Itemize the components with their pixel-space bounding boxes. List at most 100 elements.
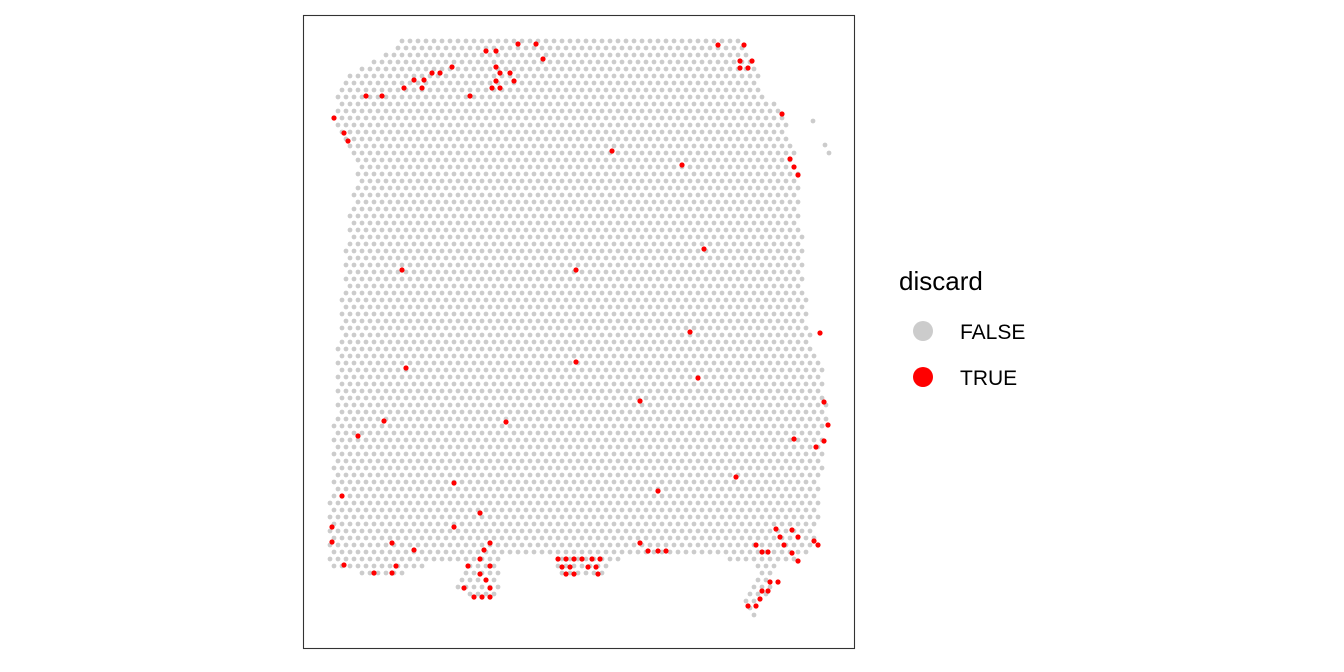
spot-false — [343, 472, 349, 478]
spot-false — [367, 458, 373, 464]
spot-false — [395, 423, 401, 429]
spot-false — [759, 430, 765, 436]
spot-false — [795, 213, 801, 219]
spot-false — [367, 164, 373, 170]
spot-false — [511, 402, 517, 408]
spot-false — [483, 283, 489, 289]
spot-false — [371, 535, 377, 541]
spot-false — [567, 192, 573, 198]
spot-false — [727, 178, 733, 184]
spot-false — [439, 514, 445, 520]
spot-false — [459, 199, 465, 205]
spot-false — [555, 59, 561, 65]
spot-false — [339, 87, 345, 93]
spot-false — [687, 94, 693, 100]
spot-false — [519, 38, 525, 44]
spot-false — [607, 276, 613, 282]
spot-false — [427, 493, 433, 499]
spot-false — [415, 220, 421, 226]
spot-false — [679, 220, 685, 226]
spot-false — [615, 178, 621, 184]
spot-false — [339, 549, 345, 555]
spot-false — [711, 374, 717, 380]
spot-false — [539, 143, 545, 149]
spot-false — [371, 311, 377, 317]
spot-false — [791, 360, 797, 366]
spot-false — [459, 157, 465, 163]
spot-false — [459, 353, 465, 359]
spot-false — [503, 346, 509, 352]
spot-false — [419, 45, 425, 51]
spot-false — [739, 241, 745, 247]
spot-false — [571, 143, 577, 149]
spot-false — [395, 297, 401, 303]
spot-false — [799, 458, 805, 464]
spot-true — [389, 540, 395, 546]
spot-false — [347, 549, 353, 555]
spot-false — [719, 458, 725, 464]
spot-false — [531, 549, 537, 555]
spot-false — [579, 199, 585, 205]
spot-false — [487, 500, 493, 506]
spot-false — [599, 486, 605, 492]
spot-false — [335, 346, 341, 352]
spot-false — [475, 199, 481, 205]
spot-false — [779, 339, 785, 345]
spot-false — [463, 262, 469, 268]
spot-false — [531, 381, 537, 387]
spot-false — [599, 514, 605, 520]
spot-false — [475, 577, 481, 583]
spot-false — [615, 80, 621, 86]
spot-false — [667, 493, 673, 499]
spot-false — [499, 465, 505, 471]
spot-false — [747, 157, 753, 163]
spot-true — [663, 548, 669, 554]
spot-false — [559, 444, 565, 450]
spot-false — [439, 164, 445, 170]
spot-false — [703, 192, 709, 198]
spot-false — [431, 556, 437, 562]
spot-false — [815, 388, 821, 394]
spot-false — [411, 269, 417, 275]
spot-false — [427, 283, 433, 289]
spot-false — [683, 115, 689, 121]
spot-false — [491, 115, 497, 121]
spot-false — [347, 255, 353, 261]
spot-false — [703, 430, 709, 436]
spot-false — [743, 52, 749, 58]
spot-false — [639, 52, 645, 58]
spot-false — [479, 472, 485, 478]
spot-false — [483, 87, 489, 93]
spot-true — [571, 571, 577, 577]
spot-false — [415, 150, 421, 156]
spot-false — [675, 339, 681, 345]
spot-false — [355, 353, 361, 359]
spot-false — [571, 353, 577, 359]
spot-false — [575, 416, 581, 422]
spot-false — [783, 234, 789, 240]
spot-false — [707, 367, 713, 373]
spot-false — [659, 409, 665, 415]
spot-false — [687, 318, 693, 324]
spot-false — [731, 521, 737, 527]
spot-false — [659, 423, 665, 429]
spot-false — [699, 325, 705, 331]
spot-false — [567, 318, 573, 324]
spot-false — [691, 311, 697, 317]
spot-true — [695, 375, 701, 381]
spot-false — [655, 164, 661, 170]
spot-false — [419, 283, 425, 289]
spot-false — [347, 507, 353, 513]
spot-false — [435, 451, 441, 457]
spot-false — [515, 437, 521, 443]
spot-false — [407, 66, 413, 72]
spot-false — [487, 290, 493, 296]
spot-false — [539, 451, 545, 457]
spot-false — [363, 129, 369, 135]
spot-false — [759, 360, 765, 366]
spot-false — [735, 248, 741, 254]
spot-false — [727, 430, 733, 436]
spot-false — [515, 213, 521, 219]
spot-false — [471, 402, 477, 408]
spot-false — [347, 437, 353, 443]
